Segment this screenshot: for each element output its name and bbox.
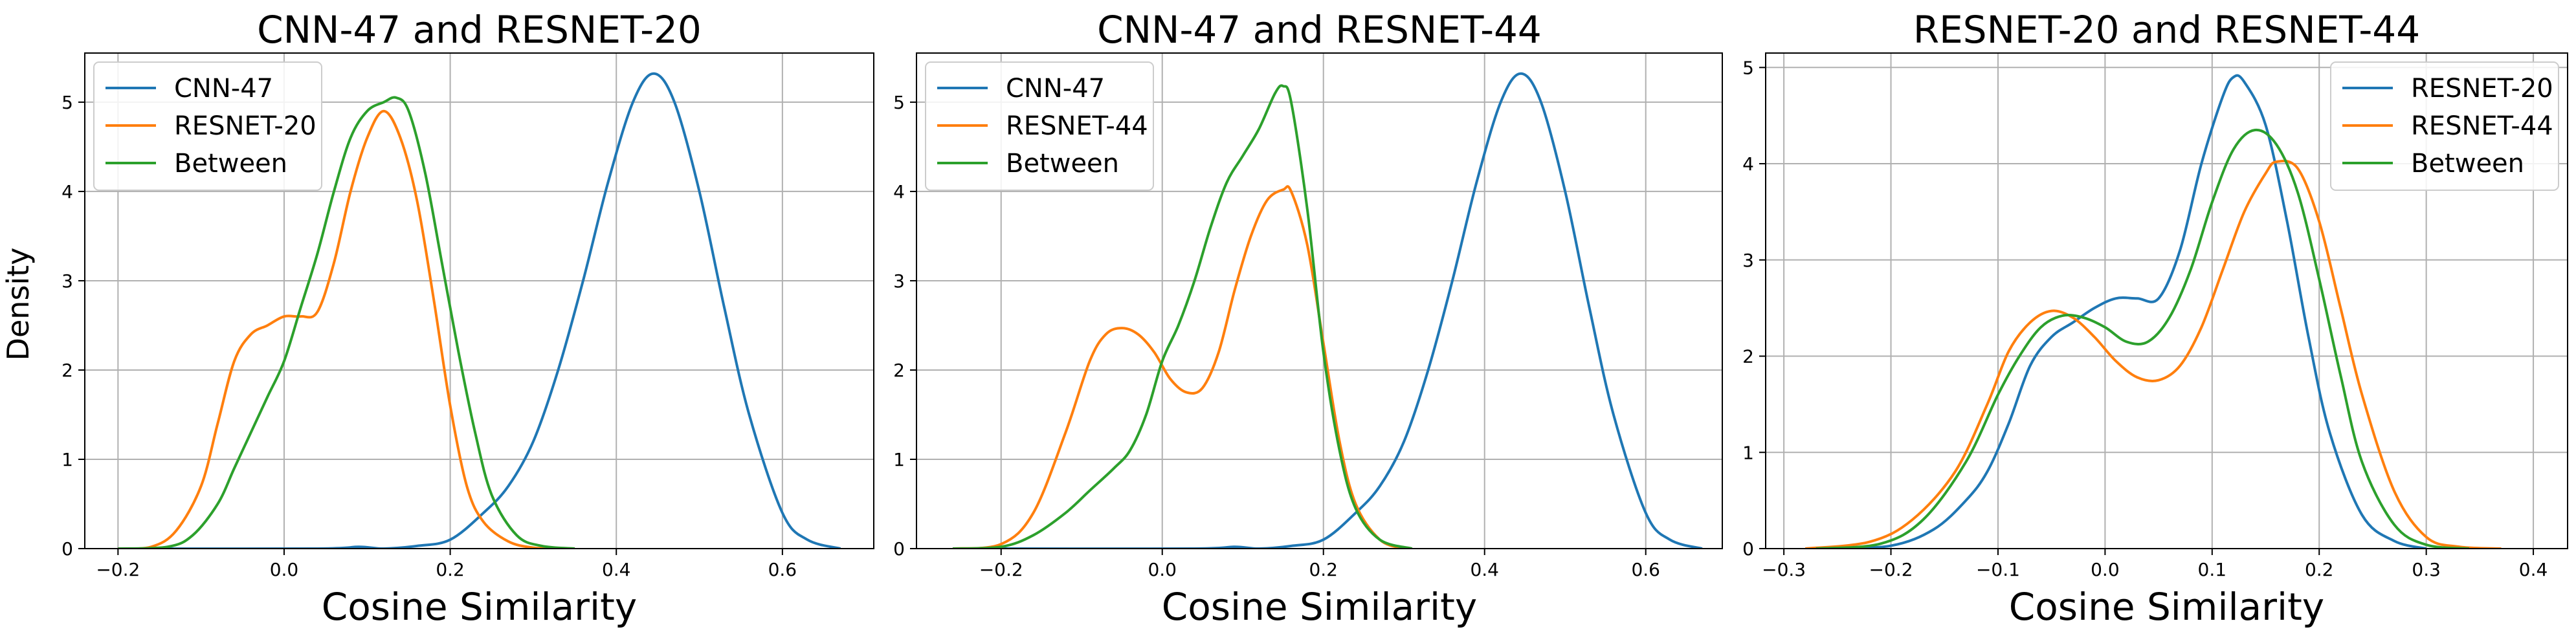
plot-frame [1765, 52, 2568, 549]
y-tick-label: 1 [61, 449, 73, 470]
y-tick-label: 4 [61, 181, 73, 202]
series-line-resnet-44 [952, 185, 1405, 549]
y-tick-label: 1 [893, 449, 905, 470]
y-tick-label: 5 [61, 92, 73, 113]
series-line-between [952, 84, 1413, 549]
series-line-resnet-20 [1827, 74, 2427, 549]
x-tick-label: 0.0 [2091, 559, 2120, 580]
y-tick-label: 2 [61, 360, 73, 381]
legend-label: CNN-47 [174, 74, 273, 104]
series-line-between [1815, 128, 2469, 549]
x-tick-label: 0.4 [1470, 559, 1499, 580]
panel-title: RESNET-20 and RESNET-44 [1913, 8, 2420, 52]
legend-label: Between [1006, 149, 1119, 179]
x-tick-label: −0.2 [1869, 559, 1913, 580]
x-tick-label: −0.3 [1762, 559, 1806, 580]
x-tick-label: 0.4 [602, 559, 631, 580]
x-tick-label: 0.6 [1631, 559, 1660, 580]
y-axis-label: Density [1, 248, 36, 361]
x-tick-label: 0.0 [1148, 559, 1177, 580]
legend: CNN-47 RESNET-44 Between [925, 61, 1154, 191]
x-tick-label: 0.2 [2305, 559, 2334, 580]
x-tick-label: 0.0 [270, 559, 299, 580]
legend: RESNET-20 RESNET-44 Between [2330, 61, 2559, 191]
panel-title: CNN-47 and RESNET-44 [1097, 8, 1542, 52]
y-tick-label: 0 [1742, 538, 1754, 560]
y-tick-label: 4 [893, 181, 905, 202]
legend-box [93, 61, 322, 191]
x-tick-label: 0.3 [2412, 559, 2441, 580]
chart-panel-2: −0.2 0.0 0.2 0.4 0.6 0 1 2 3 4 5 CNN-47 and RESNET-… [893, 8, 1723, 629]
legend-box [2330, 61, 2559, 191]
y-tick-label: 3 [1742, 250, 1754, 271]
x-tick-label: 0.6 [768, 559, 797, 580]
y-tick-label: 3 [893, 270, 905, 292]
series-line-between [118, 96, 575, 549]
chart-panel-3: −0.3 −0.2 −0.1 0.0 0.1 0.2 0.3 0.4 0 1 2 3 4 5 RESNET-… [1742, 8, 2568, 629]
x-tick-label: 0.2 [1309, 559, 1338, 580]
legend-label: RESNET-20 [2411, 74, 2553, 104]
series-line-resnet-44 [1805, 159, 2502, 549]
y-tick-label: 3 [61, 270, 73, 292]
y-tick-label: 4 [1742, 153, 1754, 175]
legend-box [925, 61, 1154, 191]
chart-panel-1: −0.2 0.0 0.2 0.4 0.6 0 1 2 3 4 5 CNN-47 and RESNET-… [61, 8, 874, 629]
plot-frame [916, 52, 1723, 549]
series-line-resnet-20 [118, 109, 559, 549]
series-line-cnn-47 [118, 72, 841, 549]
x-axis-label: Cosine Similarity [2009, 585, 2324, 629]
y-tick-label: 1 [1742, 442, 1754, 463]
x-tick-label: −0.1 [1976, 559, 2020, 580]
x-tick-label: −0.2 [96, 559, 140, 580]
y-tick-label: 2 [1742, 346, 1754, 367]
x-tick-label: 0.4 [2519, 559, 2548, 580]
y-tick-label: 0 [893, 538, 905, 560]
x-tick-label: 0.2 [436, 559, 465, 580]
y-tick-label: 5 [1742, 57, 1754, 78]
legend-label: RESNET-44 [1006, 111, 1148, 141]
y-tick-label: 5 [893, 92, 905, 113]
y-tick-label: 2 [893, 360, 905, 381]
x-axis-label: Cosine Similarity [1162, 585, 1477, 629]
legend-label: Between [2411, 149, 2524, 179]
series-line-cnn-47 [1001, 72, 1703, 549]
x-tick-label: −0.2 [979, 559, 1023, 580]
y-tick-label: 0 [61, 538, 73, 560]
panel-title: CNN-47 and RESNET-20 [257, 8, 702, 52]
legend-label: RESNET-20 [174, 111, 316, 141]
legend: CNN-47 RESNET-20 Between [93, 61, 322, 191]
plot-frame [84, 52, 874, 549]
legend-label: CNN-47 [1006, 74, 1105, 104]
x-tick-label: 0.1 [2198, 559, 2227, 580]
legend-label: RESNET-44 [2411, 111, 2553, 141]
x-axis-label: Cosine Similarity [322, 585, 637, 629]
legend-label: Between [174, 149, 287, 179]
